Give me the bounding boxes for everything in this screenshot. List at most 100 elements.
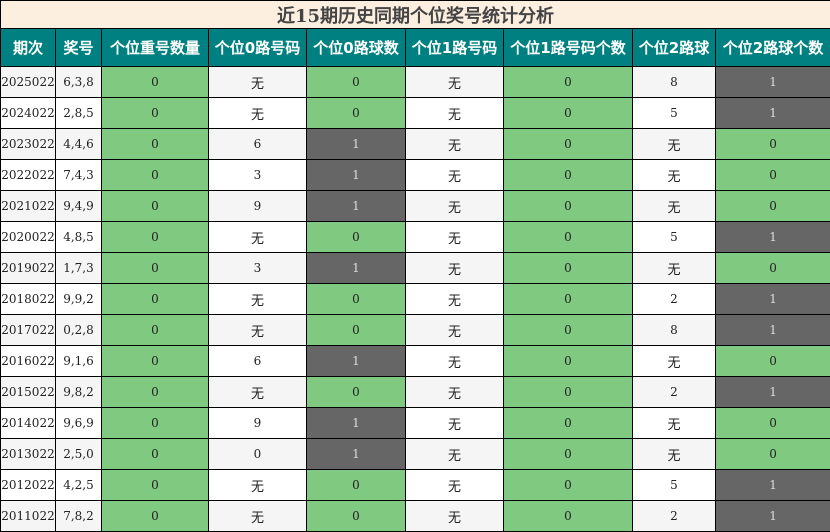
cell-road1-numbers: 无	[406, 160, 504, 191]
cell-numbers: 7,8,2	[56, 501, 102, 532]
cell-repeat-count: 0	[102, 408, 209, 439]
cell-numbers: 4,4,6	[56, 129, 102, 160]
cell-numbers: 4,2,5	[56, 470, 102, 501]
cell-road1-count: 0	[504, 129, 633, 160]
table-title: 近15期历史同期个位奖号统计分析	[1, 1, 830, 29]
cell-road2-numbers: 无	[633, 408, 716, 439]
cell-road2-numbers: 无	[633, 439, 716, 470]
cell-numbers: 9,6,9	[56, 408, 102, 439]
cell-road0-count: 0	[307, 98, 406, 129]
cell-road1-count: 0	[504, 160, 633, 191]
cell-road2-count: 0	[716, 253, 830, 284]
cell-period: 2018022	[1, 284, 56, 315]
cell-period: 2024022	[1, 98, 56, 129]
cell-road1-numbers: 无	[406, 222, 504, 253]
cell-road0-numbers: 9	[209, 408, 307, 439]
cell-road2-numbers: 8	[633, 315, 716, 346]
cell-road2-count: 1	[716, 98, 830, 129]
cell-road2-numbers: 5	[633, 222, 716, 253]
cell-road0-count: 0	[307, 470, 406, 501]
cell-road2-count: 0	[716, 408, 830, 439]
cell-road0-count: 0	[307, 222, 406, 253]
cell-road0-numbers: 6	[209, 346, 307, 377]
cell-numbers: 1,7,3	[56, 253, 102, 284]
cell-road0-numbers: 6	[209, 129, 307, 160]
cell-road2-count: 0	[716, 439, 830, 470]
cell-road2-numbers: 5	[633, 98, 716, 129]
cell-road1-count: 0	[504, 439, 633, 470]
column-header-road0-numbers: 个位0路号码	[209, 29, 307, 67]
cell-repeat-count: 0	[102, 98, 209, 129]
cell-road2-numbers: 2	[633, 501, 716, 532]
cell-road0-numbers: 0	[209, 439, 307, 470]
cell-road0-numbers: 9	[209, 191, 307, 222]
cell-road1-numbers: 无	[406, 315, 504, 346]
cell-road0-numbers: 无	[209, 98, 307, 129]
cell-road0-count: 0	[307, 67, 406, 98]
cell-road1-count: 0	[504, 222, 633, 253]
cell-numbers: 0,2,8	[56, 315, 102, 346]
cell-road2-numbers: 2	[633, 284, 716, 315]
cell-period: 2015022	[1, 377, 56, 408]
cell-repeat-count: 0	[102, 501, 209, 532]
cell-repeat-count: 0	[102, 346, 209, 377]
column-header-repeat-count: 个位重号数量	[102, 29, 209, 67]
cell-numbers: 4,8,5	[56, 222, 102, 253]
cell-road0-numbers: 无	[209, 67, 307, 98]
cell-road1-numbers: 无	[406, 501, 504, 532]
cell-period: 2019022	[1, 253, 56, 284]
cell-repeat-count: 0	[102, 439, 209, 470]
cell-road2-count: 0	[716, 129, 830, 160]
cell-repeat-count: 0	[102, 377, 209, 408]
column-header-numbers: 奖号	[56, 29, 102, 67]
cell-road0-numbers: 无	[209, 315, 307, 346]
header-row: 期次奖号个位重号数量个位0路号码个位0路球数个位1路号码个位1路号码个数个位2路…	[1, 29, 830, 67]
cell-numbers: 9,8,2	[56, 377, 102, 408]
cell-road1-count: 0	[504, 377, 633, 408]
cell-road1-numbers: 无	[406, 284, 504, 315]
cell-road2-count: 1	[716, 470, 830, 501]
cell-road2-count: 0	[716, 346, 830, 377]
cell-period: 2012022	[1, 470, 56, 501]
cell-road2-count: 1	[716, 284, 830, 315]
cell-road0-count: 1	[307, 346, 406, 377]
cell-road1-numbers: 无	[406, 377, 504, 408]
cell-road1-count: 0	[504, 470, 633, 501]
cell-road2-count: 1	[716, 501, 830, 532]
cell-road0-count: 0	[307, 284, 406, 315]
cell-road2-numbers: 5	[633, 470, 716, 501]
cell-repeat-count: 0	[102, 160, 209, 191]
cell-repeat-count: 0	[102, 129, 209, 160]
cell-road2-count: 1	[716, 67, 830, 98]
cell-road1-numbers: 无	[406, 439, 504, 470]
cell-repeat-count: 0	[102, 315, 209, 346]
column-header-road2-numbers: 个位2路球	[633, 29, 716, 67]
cell-period: 2025022	[1, 67, 56, 98]
cell-road1-count: 0	[504, 98, 633, 129]
cell-period: 2020022	[1, 222, 56, 253]
cell-road2-count: 1	[716, 222, 830, 253]
cell-road0-count: 1	[307, 253, 406, 284]
cell-road2-count: 0	[716, 191, 830, 222]
cell-road1-numbers: 无	[406, 408, 504, 439]
cell-road0-count: 1	[307, 129, 406, 160]
cell-road1-numbers: 无	[406, 253, 504, 284]
cell-numbers: 9,9,2	[56, 284, 102, 315]
cell-road1-count: 0	[504, 408, 633, 439]
cell-repeat-count: 0	[102, 284, 209, 315]
cell-repeat-count: 0	[102, 67, 209, 98]
cell-numbers: 9,1,6	[56, 346, 102, 377]
cell-road0-count: 0	[307, 377, 406, 408]
cell-road0-count: 0	[307, 501, 406, 532]
cell-road1-numbers: 无	[406, 98, 504, 129]
